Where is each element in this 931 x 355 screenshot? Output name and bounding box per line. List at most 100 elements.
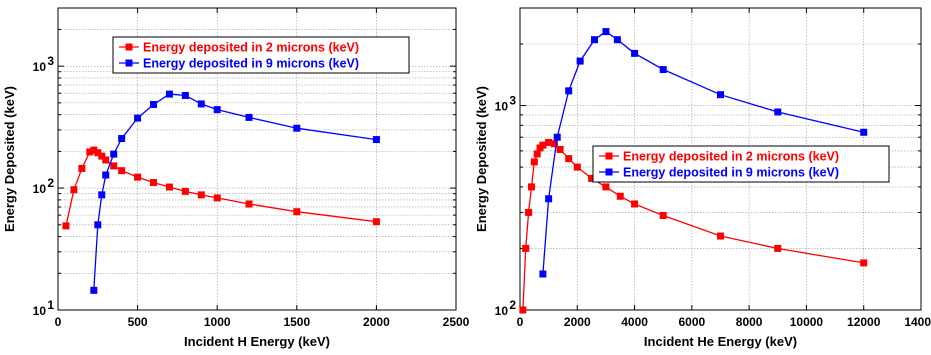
data-point — [717, 232, 724, 240]
y-tick-label-exponent: 2 — [509, 298, 516, 312]
data-point — [118, 167, 126, 175]
y-tick-label: 10 — [33, 60, 47, 74]
x-tick-label: 0 — [517, 315, 524, 329]
x-tick-label: 1500 — [283, 315, 310, 329]
data-point — [62, 222, 70, 230]
data-point — [602, 28, 610, 36]
data-point — [588, 174, 596, 182]
x-tick-label: 8000 — [736, 315, 763, 329]
data-point — [565, 87, 573, 95]
x-tick-label: 2000 — [564, 315, 591, 329]
data-point — [181, 187, 189, 195]
y-tick-label-exponent: 2 — [47, 176, 54, 190]
data-point — [539, 270, 547, 278]
data-point — [590, 36, 598, 44]
data-point — [613, 36, 621, 44]
legend-box — [592, 145, 890, 183]
data-point — [213, 194, 221, 202]
data-point — [94, 221, 102, 229]
legend-label: Energy deposited in 2 microns (keV) — [143, 41, 359, 55]
data-point — [150, 100, 158, 108]
x-tick-label: 0 — [55, 315, 62, 329]
data-point — [181, 91, 189, 99]
legend-label: Energy deposited in 2 microns (keV) — [623, 150, 839, 164]
series-line — [93, 93, 377, 291]
data-point — [150, 179, 158, 187]
data-point — [860, 259, 868, 267]
data-point — [165, 90, 173, 98]
data-point — [372, 136, 380, 144]
y-axis-label: Energy Deposited (keV) — [474, 86, 489, 232]
data-point — [530, 158, 538, 166]
legend-marker — [605, 168, 613, 176]
data-point — [659, 66, 667, 74]
data-point — [102, 171, 110, 179]
x-tick-label: 1000 — [204, 315, 231, 329]
data-point — [525, 208, 533, 216]
y-tick-label-exponent: 3 — [47, 54, 54, 68]
y-tick-label: 10 — [33, 182, 47, 196]
data-point — [616, 192, 624, 200]
data-point — [98, 191, 106, 199]
data-point — [565, 155, 573, 163]
data-point — [576, 57, 584, 65]
data-point — [553, 133, 561, 141]
chart-2: 02000400060008000100001200014000102103In… — [474, 7, 931, 349]
series-2 — [539, 28, 868, 278]
legend-marker — [125, 43, 133, 51]
legend-marker — [125, 59, 133, 67]
data-point — [86, 148, 94, 156]
x-tick-label: 14000 — [904, 315, 931, 329]
data-point — [539, 141, 547, 149]
y-axis-label: Energy Deposited (keV) — [2, 86, 17, 232]
x-tick-label: 6000 — [679, 315, 706, 329]
y-tick-label: 10 — [33, 304, 47, 318]
data-point — [134, 173, 142, 181]
data-point — [165, 183, 173, 191]
data-point — [550, 140, 558, 148]
data-point — [774, 244, 782, 252]
x-tick-label: 2000 — [363, 315, 390, 329]
y-tick-label-exponent: 3 — [509, 94, 516, 108]
data-point — [717, 91, 724, 99]
data-point — [197, 191, 205, 199]
data-point — [213, 106, 221, 114]
data-point — [522, 244, 530, 252]
x-tick-label: 500 — [128, 315, 148, 329]
data-point — [118, 135, 126, 143]
y-tick-label: 10 — [495, 100, 509, 114]
legend: Energy deposited in 2 microns (keV) Energ… — [592, 145, 890, 183]
x-tick-label: 12000 — [847, 315, 881, 329]
data-point — [293, 208, 301, 216]
series-2 — [90, 90, 380, 294]
data-point — [659, 211, 667, 219]
data-point — [545, 138, 553, 146]
plot-frame — [519, 7, 922, 311]
data-point — [533, 150, 541, 158]
legend-label: Energy deposited in 9 microns (keV) — [623, 166, 839, 180]
x-axis-label: Incident H Energy (keV) — [184, 334, 330, 349]
y-tick-label-exponent: 1 — [47, 298, 54, 312]
data-point — [519, 306, 527, 314]
legend-box — [112, 36, 410, 74]
data-point — [545, 195, 553, 203]
data-point — [245, 200, 253, 208]
data-point — [98, 152, 106, 160]
data-point — [70, 186, 78, 194]
data-point — [372, 218, 380, 226]
data-point — [631, 200, 639, 208]
data-point — [293, 124, 301, 132]
data-point — [110, 162, 118, 170]
data-point — [631, 49, 639, 57]
data-point — [90, 146, 98, 154]
x-tick-label: 4000 — [621, 315, 648, 329]
data-point — [245, 113, 253, 121]
legend-label: Energy deposited in 9 microns (keV) — [143, 57, 359, 71]
y-tick-label: 10 — [495, 304, 509, 318]
legend: Energy deposited in 2 microns (keV) Energ… — [112, 36, 410, 74]
plot-frame — [57, 7, 457, 311]
legend-marker — [605, 152, 613, 160]
data-point — [78, 164, 86, 172]
